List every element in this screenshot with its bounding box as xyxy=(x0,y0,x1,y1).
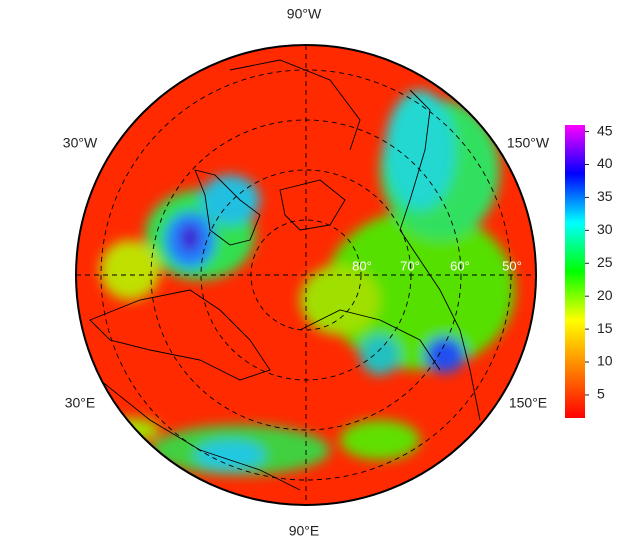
longitude-label: 150°W xyxy=(507,135,550,151)
latitude-label: 60° xyxy=(450,258,470,273)
longitude-label: 90°E xyxy=(289,523,320,539)
colorbar-tick-label: 35 xyxy=(597,188,613,204)
longitude-label: 90°W xyxy=(287,6,322,22)
colorbar-tick-label: 25 xyxy=(597,254,613,270)
colorbar-tick-label: 15 xyxy=(597,320,613,336)
colorbar-tick-label: 10 xyxy=(597,353,613,369)
colorbar-tick-label: 40 xyxy=(597,155,613,171)
longitude-label: 150°E xyxy=(509,395,547,411)
latitude-label: 70° xyxy=(400,258,420,273)
latitude-label: 80° xyxy=(352,258,372,273)
latitude-label: 50° xyxy=(502,258,522,273)
map-border xyxy=(75,44,537,506)
longitude-label: 30°W xyxy=(63,135,98,151)
field xyxy=(76,45,536,505)
colorbar-tick-label: 30 xyxy=(597,221,613,237)
colorbar-tick-label: 5 xyxy=(597,386,605,402)
colorbar-tick-label: 20 xyxy=(597,287,613,303)
colorbar xyxy=(565,125,585,418)
longitude-label: 30°E xyxy=(65,395,96,411)
colorbar-tick-label: 45 xyxy=(597,122,613,138)
